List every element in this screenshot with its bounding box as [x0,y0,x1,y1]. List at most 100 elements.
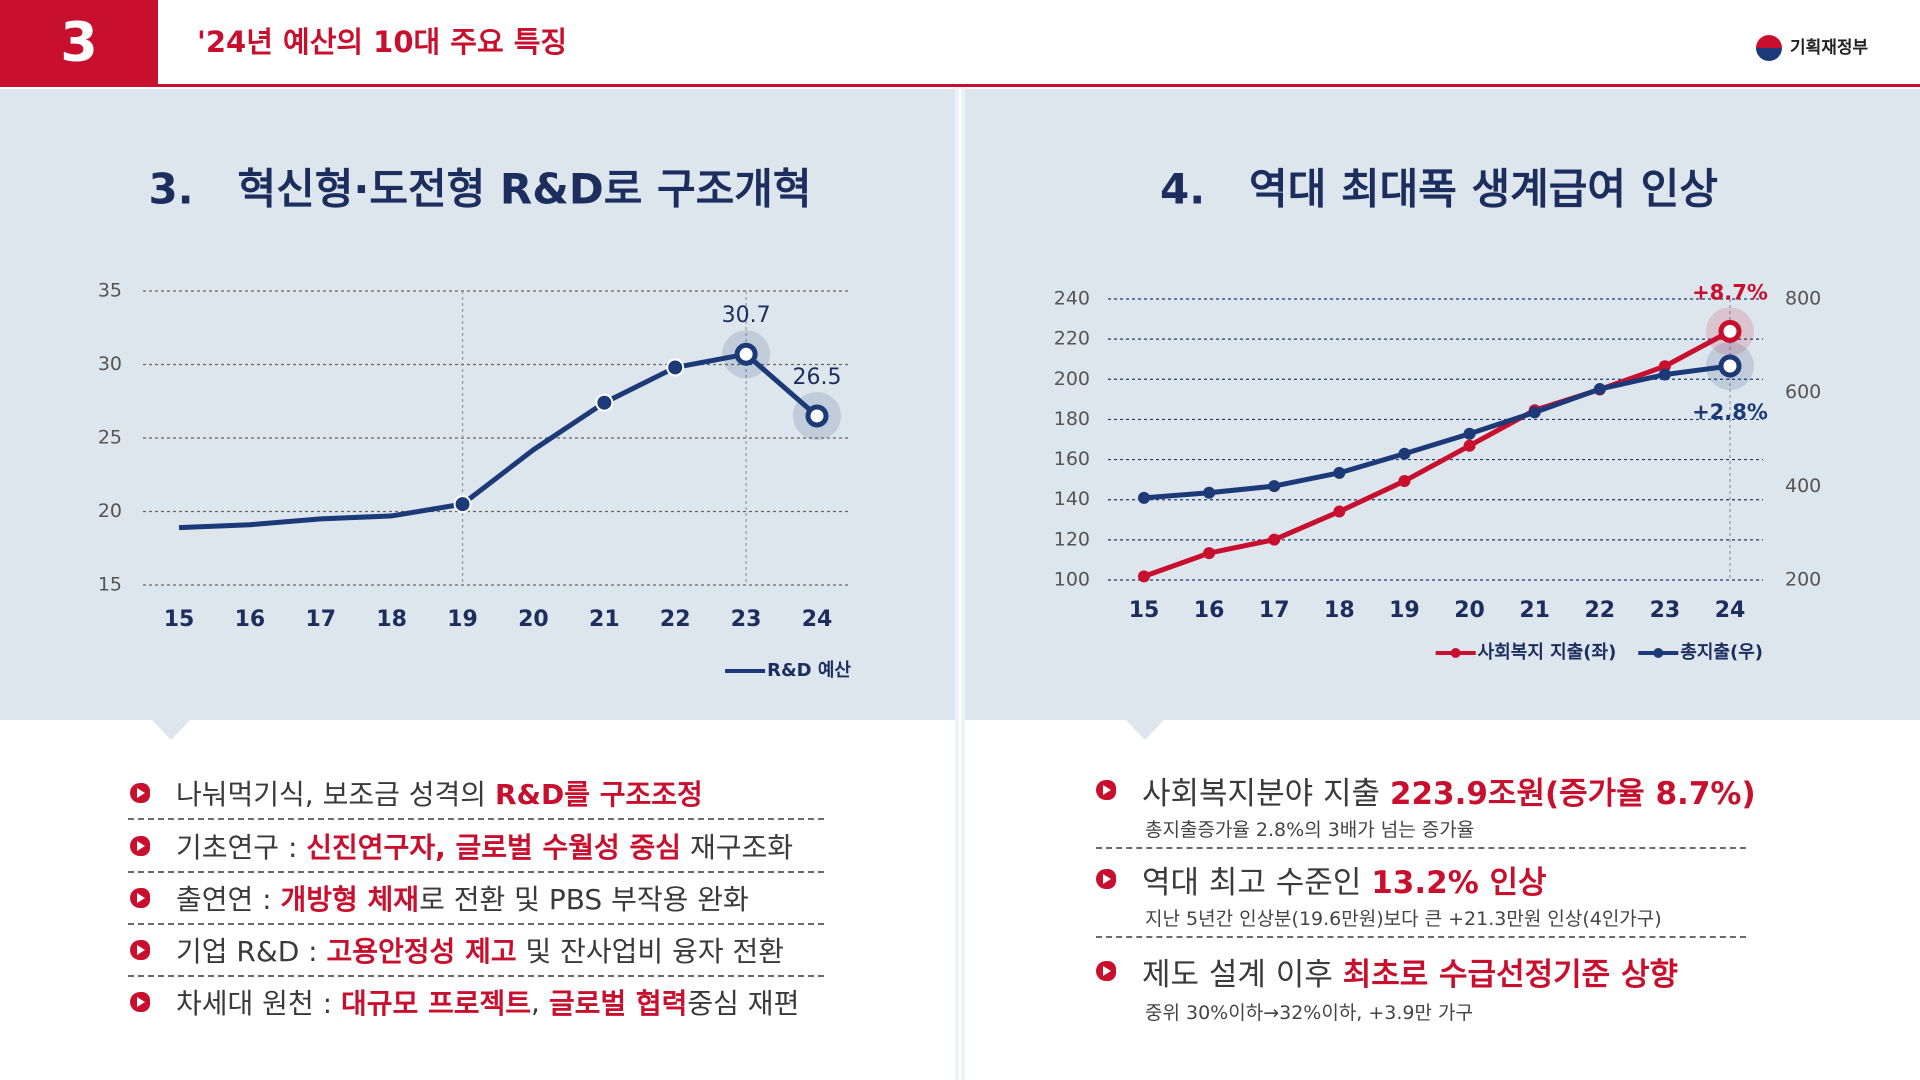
y-tick-label: 15 [98,574,122,596]
marker [1398,447,1411,460]
emphasis-text: R&D를 구조조정 [494,778,703,811]
marker [595,393,614,412]
x-tick-label: 17 [305,607,336,632]
series-line [1143,329,1732,579]
marker [1463,427,1476,440]
marker-highlight [805,404,829,428]
separator [1096,847,1746,849]
bullet-text: 나눠먹기식, 보조금 성격의 [176,778,495,811]
y2-tick-label: 400 [1785,475,1821,497]
x-tick-label: 20 [518,607,549,632]
series-line [178,351,819,531]
y-tick-label: 30 [98,353,122,375]
x-tick-label: 23 [1650,598,1681,623]
annotation: +8.7% [1692,280,1768,304]
marker-highlight [1718,319,1742,343]
y2-tick-label: 800 [1785,288,1821,310]
y2-tick-label: 200 [1785,569,1821,591]
marker [1528,406,1541,419]
y-tick-label: 25 [98,427,122,449]
emphasis-text: 고용안정성 제고 [326,935,517,968]
bullet-subtext: 지난 5년간 인상분(19.6만원)보다 큰 +21.3만원 인상(4인가구) [1145,908,1662,930]
bullet-text: 중심 재편 [687,987,800,1020]
marker [1333,505,1346,518]
x-tick-label: 24 [802,607,833,632]
data-label: 26.5 [793,365,842,390]
x-tick-label: 15 [1129,598,1160,623]
y-tick-label: 240 [1054,288,1090,310]
y-tick-label: 100 [1054,569,1090,591]
header-background [0,0,1920,86]
x-tick-label: 21 [589,607,620,632]
bullet-text: 기업 R&D : [176,935,327,968]
bullet-subtext: 총지출증가율 2.8%의 3배가 넘는 증가율 [1145,819,1475,841]
bullet-icon [1096,961,1116,981]
y-tick-label: 160 [1054,448,1090,470]
series-line [1143,363,1731,501]
bullet-icon [130,836,150,856]
chart-title: 4. 역대 최대폭 생계급여 인상 [1160,165,1718,214]
x-tick-label: 22 [660,607,691,632]
marker [453,495,472,514]
x-tick-label: 22 [1584,598,1615,623]
x-tick-label: 19 [1389,598,1420,623]
legend-label: 총지출(우) [1680,642,1763,663]
emphasis-text: 최초로 수급선정기준 상향 [1342,956,1678,993]
marker-highlight [1718,354,1742,378]
bullet-text: 기초연구 : [176,831,307,864]
panel-divider-line [959,86,961,1080]
marker [1463,439,1476,452]
bullet-text: 출연연 : [176,883,281,916]
marker-highlight [734,342,758,366]
header-number-box [0,0,158,86]
y-tick-label: 220 [1054,328,1090,350]
legend-label: R&D 예산 [767,660,851,681]
x-tick-label: 17 [1259,598,1290,623]
marker [1658,368,1671,381]
separator [128,975,824,977]
separator [128,871,824,873]
legend-dot [1450,648,1461,658]
x-tick-label: 16 [235,607,266,632]
emphasis-text: 개방형 체재 [280,883,420,916]
y2-tick-label: 600 [1785,381,1821,403]
bullet-text: 제도 설계 이후 [1142,956,1343,993]
marker [1138,491,1150,504]
bullet-item: 기업 R&D : 고용안정성 제고 및 잔사업비 융자 전환 [130,931,784,969]
header-rule [0,84,1920,87]
y-tick-label: 120 [1054,528,1090,550]
x-tick-label: 24 [1715,598,1746,623]
annotation: +2.8% [1692,400,1768,424]
emphasis-text: 13.2% 인상 [1371,864,1547,901]
x-tick-label: 18 [376,607,407,632]
marker [1398,475,1411,488]
legend-dot [1653,648,1664,658]
emphasis-text: 223.9조원(증가율 8.7%) [1389,775,1756,812]
marker [1203,547,1216,560]
bullet-item: 기초연구 : 신진연구자, 글로벌 수월성 중심 재구조화 [130,827,793,865]
bullet-icon [130,992,150,1012]
bullet-item: 역대 최고 수준인 13.2% 인상 [1096,858,1547,901]
notch [1125,719,1165,740]
y-tick-label: 20 [98,500,122,522]
marker [1268,480,1281,493]
marker [1593,383,1606,396]
x-tick-label: 16 [1194,598,1225,623]
bullet-subtext: 중위 30%이하→32%이하, +3.9만 가구 [1145,1002,1473,1024]
data-label: 30.7 [722,303,771,328]
x-tick-label: 21 [1519,598,1550,623]
bullet-text: 사회복지분야 지출 [1142,775,1390,812]
bullet-text: 재구조화 [681,831,793,864]
marker [1203,486,1216,499]
notch [151,719,191,740]
x-tick-label: 18 [1324,598,1355,623]
bullet-item: 제도 설계 이후 최초로 수급선정기준 상향 [1096,950,1678,993]
bullet-text: 역대 최고 수준인 [1142,864,1372,901]
y-tick-label: 35 [98,280,122,302]
header-number: 3 [60,11,98,74]
bullet-icon [130,940,150,960]
emphasis-text: 신진연구자, 글로벌 수월성 중심 [306,831,682,864]
